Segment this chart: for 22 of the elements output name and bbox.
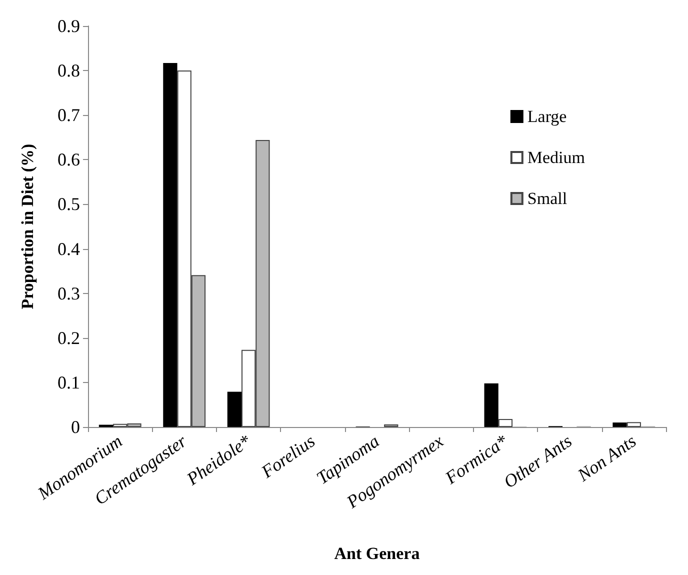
bar [163, 62, 178, 427]
x-tick-label: Non Ants [573, 430, 640, 486]
y-tick-label: 0.7 [58, 105, 80, 126]
legend-label: Large [527, 107, 567, 126]
y-axis-title: Proportion in Diet (%) [18, 144, 37, 310]
y-tick-label: 0.9 [58, 16, 80, 36]
y-tick-label: 0.1 [58, 372, 80, 392]
bar [227, 392, 242, 427]
y-tick-label: 0.2 [58, 328, 80, 348]
bar [612, 422, 627, 427]
bar [626, 422, 641, 427]
y-tick-label: 0 [71, 417, 80, 437]
bar [484, 383, 498, 427]
legend-label: Medium [527, 148, 585, 167]
y-tick-label: 0.3 [58, 283, 80, 304]
y-tick-label: 0.6 [58, 150, 80, 170]
y-tick-label: 0.8 [58, 60, 80, 81]
y-tick-label: 0.4 [58, 238, 80, 259]
x-axis-title: Ant Genera [334, 544, 420, 563]
y-tick-label: 0.5 [58, 194, 80, 214]
bar [498, 418, 513, 427]
legend-label: Small [527, 189, 568, 208]
